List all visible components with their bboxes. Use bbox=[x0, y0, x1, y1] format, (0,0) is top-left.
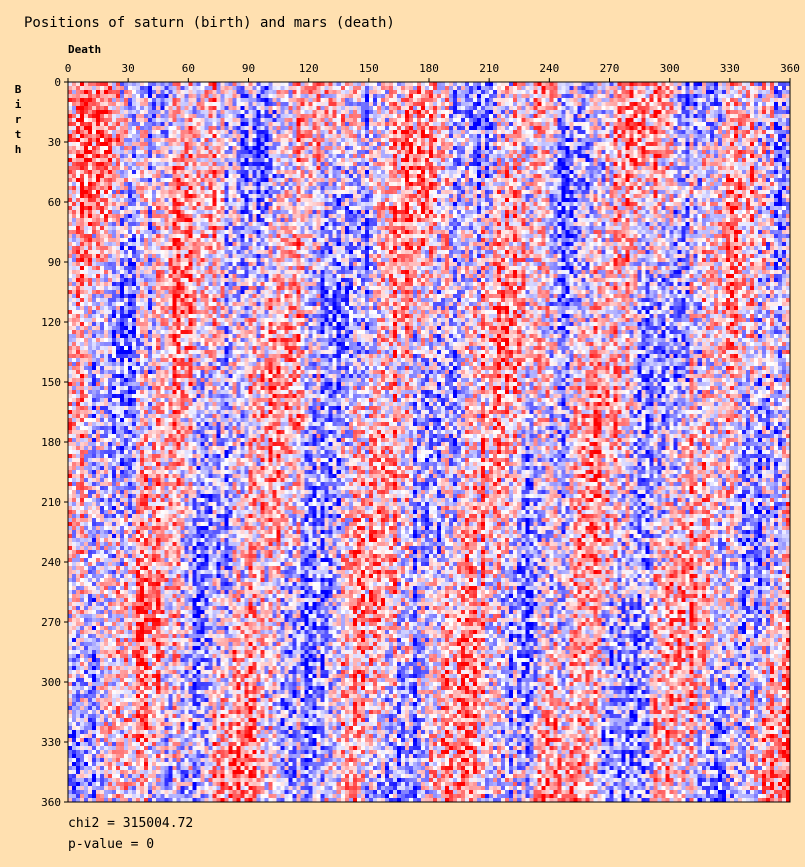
x-tick-label: 330 bbox=[720, 62, 740, 75]
x-tick-label: 300 bbox=[660, 62, 680, 75]
y-tick-label: 150 bbox=[41, 376, 61, 389]
y-tick-label: 180 bbox=[41, 436, 61, 449]
p-value: p-value = 0 bbox=[68, 837, 154, 852]
plot-frame bbox=[67, 81, 791, 803]
x-tick-label: 240 bbox=[539, 62, 559, 75]
x-axis-ticks: 0 30 60 90 120 150 180 210 240 270 300 330 360 bbox=[65, 62, 800, 82]
y-tick-label: 60 bbox=[48, 196, 61, 209]
y-axis-ticks: 0 30 60 90 120 150 180 210 240 270 300 330 360 bbox=[41, 76, 68, 809]
x-tick-label: 360 bbox=[780, 62, 800, 75]
y-tick-label: 120 bbox=[41, 316, 61, 329]
x-tick-label: 210 bbox=[479, 62, 499, 75]
x-tick-label: 90 bbox=[242, 62, 255, 75]
x-tick-label: 120 bbox=[299, 62, 319, 75]
y-tick-label: 210 bbox=[41, 496, 61, 509]
heatmap-cells bbox=[68, 82, 790, 802]
chi2-value: chi2 = 315004.72 bbox=[68, 816, 193, 831]
y-tick-label: 330 bbox=[41, 736, 61, 749]
chart-title: Positions of saturn (birth) and mars (de… bbox=[24, 15, 395, 31]
y-tick-label: 240 bbox=[41, 556, 61, 569]
x-tick-label: 0 bbox=[65, 62, 72, 75]
x-tick-label: 270 bbox=[600, 62, 620, 75]
x-tick-label: 150 bbox=[359, 62, 379, 75]
y-tick-label: 270 bbox=[41, 616, 61, 629]
y-tick-label: 90 bbox=[48, 256, 61, 269]
x-axis-label: Death bbox=[68, 43, 101, 56]
y-tick-label: 0 bbox=[54, 76, 61, 89]
y-tick-label: 300 bbox=[41, 676, 61, 689]
x-tick-label: 180 bbox=[419, 62, 439, 75]
x-tick-label: 60 bbox=[182, 62, 195, 75]
y-tick-label: 360 bbox=[41, 796, 61, 809]
y-tick-label: 30 bbox=[48, 136, 61, 149]
x-tick-label: 30 bbox=[122, 62, 135, 75]
